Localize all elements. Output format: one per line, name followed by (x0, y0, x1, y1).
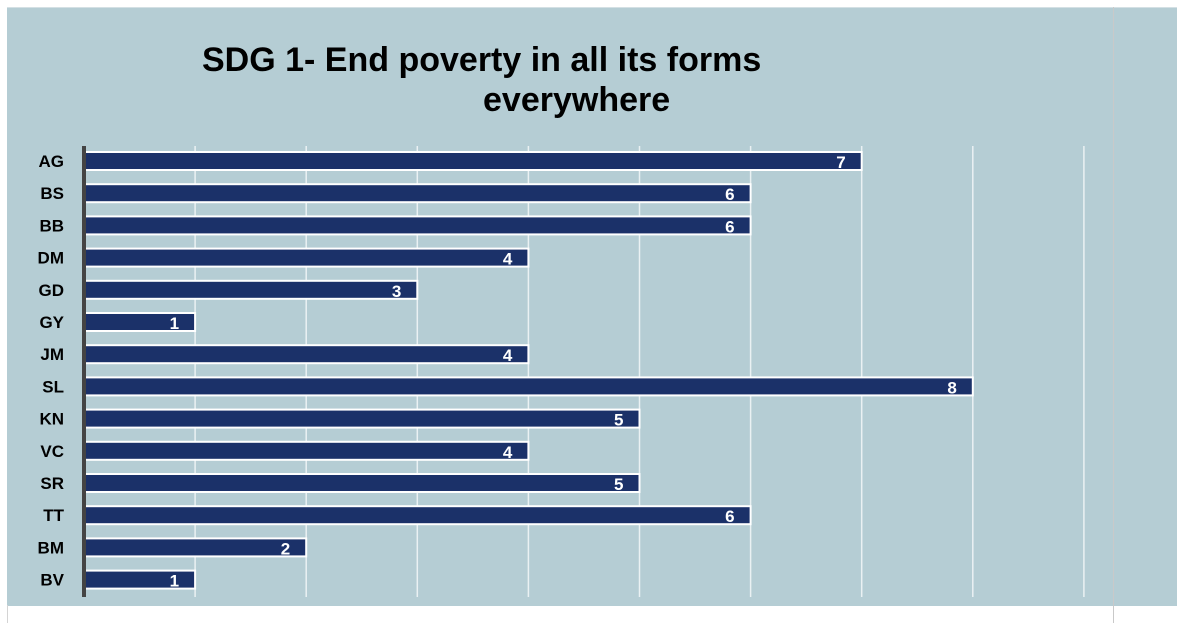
bar-bm (83, 537, 308, 558)
bar-bb (83, 215, 752, 236)
bar-jm (83, 344, 530, 365)
value-label-bv: 1 (170, 572, 179, 591)
bar-gd (83, 279, 419, 300)
value-label-dm: 4 (503, 250, 513, 269)
category-labels: AG BS BB DM GD GY JM SL KN VC SR TT BM BV (38, 152, 65, 590)
category-label-sr: SR (40, 474, 64, 493)
category-label-bv: BV (40, 571, 64, 590)
category-label-sl: SL (42, 377, 64, 396)
value-label-ag: 7 (836, 153, 845, 172)
value-label-jm: 4 (503, 346, 513, 365)
category-label-dm: DM (38, 249, 64, 268)
value-label-kn: 5 (614, 411, 623, 430)
bar-sl (83, 376, 974, 397)
value-label-gd: 3 (392, 282, 401, 301)
category-label-bm: BM (38, 538, 64, 557)
chart-title-line-1: SDG 1- End poverty in all its forms (202, 41, 762, 79)
value-label-bm: 2 (281, 539, 290, 558)
value-labels: 7 6 6 4 3 1 4 8 5 4 5 6 2 1 (170, 153, 957, 591)
bar-vc (83, 440, 530, 461)
value-label-bs: 6 (725, 185, 734, 204)
bar-kn (83, 408, 641, 429)
chart-title-line-2: everywhere (483, 81, 671, 119)
category-label-bb: BB (39, 216, 64, 235)
chart-title: SDG 1- End poverty in all its forms ever… (180, 40, 880, 120)
value-label-tt: 6 (725, 507, 734, 526)
category-label-gd: GD (39, 281, 65, 300)
value-label-sr: 5 (614, 475, 623, 494)
value-label-bb: 6 (725, 217, 734, 236)
value-label-vc: 4 (503, 443, 513, 462)
bar-bs (83, 183, 752, 204)
category-label-bs: BS (40, 184, 64, 203)
category-label-gy: GY (39, 313, 64, 332)
bar-ag (83, 151, 863, 171)
frame-border-stub (7, 605, 8, 623)
value-label-sl: 8 (947, 378, 956, 397)
bar-sr (83, 473, 641, 493)
bar-dm (83, 247, 530, 268)
category-label-tt: TT (43, 506, 64, 525)
category-label-kn: KN (39, 410, 64, 429)
category-label-vc: VC (40, 442, 64, 461)
bar-tt (83, 505, 752, 526)
gridlines (194, 146, 1085, 597)
value-label-gy: 1 (170, 314, 179, 333)
frame-divider (1113, 7, 1114, 623)
category-label-jm: JM (40, 345, 64, 364)
category-label-ag: AG (39, 152, 65, 171)
